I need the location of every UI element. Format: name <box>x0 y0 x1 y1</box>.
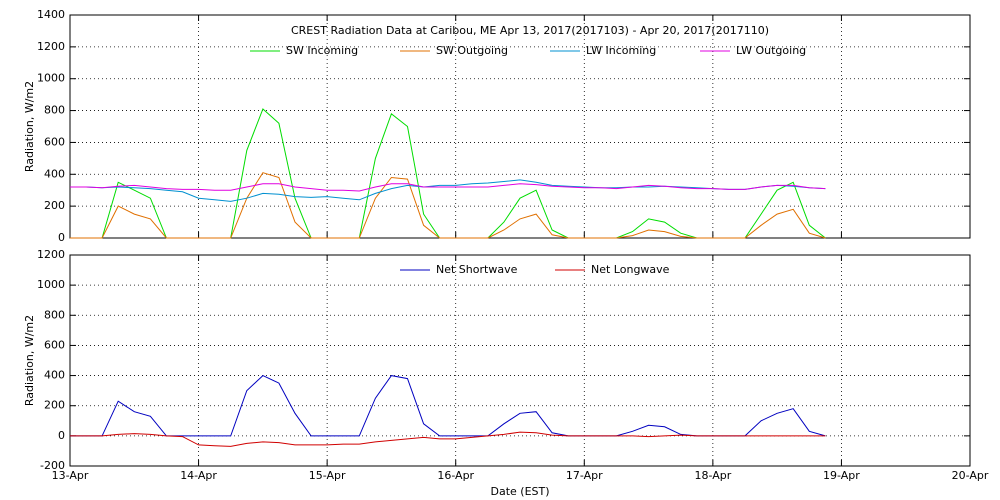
x-tick-label: 19-Apr <box>823 469 860 482</box>
y-tick-label: 1400 <box>37 8 65 21</box>
y-tick-label: -200 <box>40 459 65 472</box>
y-tick-label: 200 <box>44 399 65 412</box>
y-tick-label: 600 <box>44 338 65 351</box>
y-tick-label: 800 <box>44 104 65 117</box>
data-line <box>70 179 826 202</box>
y-tick-label: 800 <box>44 308 65 321</box>
plot-frame <box>69 254 971 467</box>
legend-label: Net Longwave <box>591 263 670 276</box>
legend-label: LW Incoming <box>586 44 656 57</box>
x-tick-label: 15-Apr <box>309 469 346 482</box>
y-tick-label: 400 <box>44 369 65 382</box>
data-line <box>70 172 826 239</box>
legend-label: Net Shortwave <box>436 263 518 276</box>
data-line <box>70 431 826 447</box>
y-tick-label: 1000 <box>37 278 65 291</box>
y-tick-label: 400 <box>44 167 65 180</box>
y-tick-label: 1000 <box>37 72 65 85</box>
plot-frame <box>69 14 971 239</box>
y-tick-label: 600 <box>44 135 65 148</box>
y-axis-label: Radiation, W/m2 <box>23 315 36 406</box>
y-tick-label: 1200 <box>37 248 65 261</box>
x-tick-label: 14-Apr <box>180 469 217 482</box>
x-tick-label: 17-Apr <box>566 469 603 482</box>
x-axis-label: Date (EST) <box>490 485 549 498</box>
y-tick-label: 0 <box>58 429 65 442</box>
legend-label: LW Outgoing <box>736 44 806 57</box>
legend-label: SW Outgoing <box>436 44 508 57</box>
y-axis-label: Radiation, W/m2 <box>23 81 36 172</box>
y-tick-label: 200 <box>44 199 65 212</box>
y-tick-label: 1200 <box>37 40 65 53</box>
y-tick-label: 0 <box>58 231 65 244</box>
x-tick-label: 18-Apr <box>694 469 731 482</box>
legend-label: SW Incoming <box>286 44 358 57</box>
x-tick-label: 13-Apr <box>52 469 89 482</box>
chart-title: CREST Radiation Data at Caribou, ME Apr … <box>291 24 769 37</box>
data-line <box>70 183 826 192</box>
x-tick-label: 16-Apr <box>437 469 474 482</box>
x-tick-label: 20-Apr <box>952 469 989 482</box>
